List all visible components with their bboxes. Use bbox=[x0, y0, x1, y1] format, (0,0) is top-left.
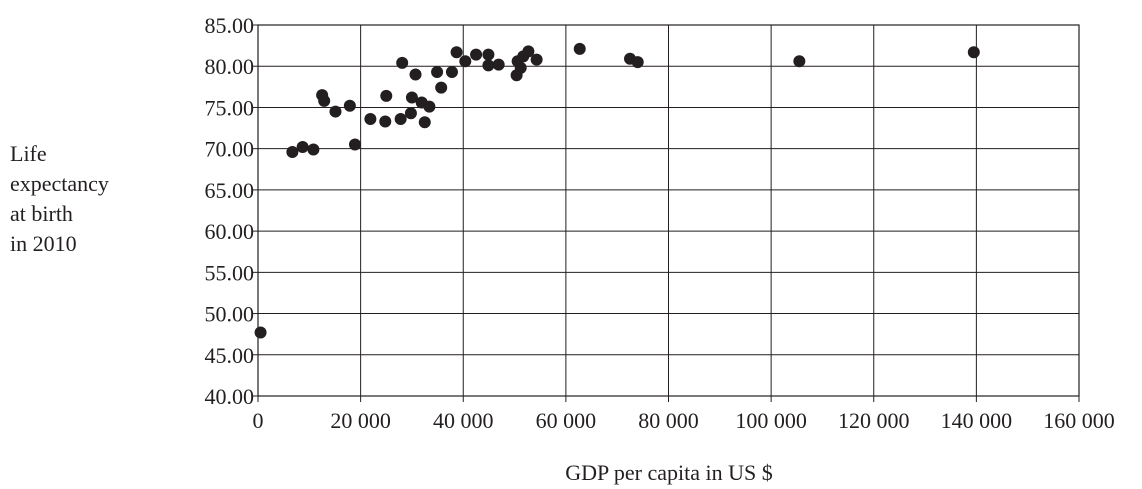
x-tick-label: 100 000 bbox=[735, 408, 807, 433]
y-axis-title-line: at birth bbox=[10, 201, 73, 226]
y-tick-label: 80.00 bbox=[205, 54, 255, 79]
y-tick-label: 50.00 bbox=[205, 302, 255, 327]
data-point bbox=[450, 46, 463, 59]
x-tick-label: 160 000 bbox=[1043, 408, 1115, 433]
data-point bbox=[423, 100, 436, 113]
data-point bbox=[343, 99, 356, 112]
data-point bbox=[431, 65, 444, 78]
y-axis-ticks: 40.00 45.00 50.00 55.00 60.00 65.00 70.00 75.00… bbox=[205, 13, 258, 409]
data-point bbox=[329, 105, 342, 118]
data-point bbox=[254, 326, 267, 339]
x-tick-label: 120 000 bbox=[838, 408, 910, 433]
data-point bbox=[459, 55, 472, 68]
data-point bbox=[379, 115, 392, 128]
y-tick-label: 85.00 bbox=[205, 13, 255, 38]
y-tick-label: 65.00 bbox=[205, 178, 255, 203]
y-tick-label: 70.00 bbox=[205, 137, 255, 162]
x-tick-label: 20 000 bbox=[330, 408, 391, 433]
y-tick-label: 40.00 bbox=[205, 384, 255, 409]
y-axis-title-line: expectancy bbox=[10, 171, 109, 196]
data-point bbox=[418, 116, 431, 129]
data-point bbox=[631, 56, 644, 69]
y-tick-label: 55.00 bbox=[205, 260, 255, 285]
grid bbox=[257, 24, 1080, 397]
data-point bbox=[445, 65, 458, 78]
data-point bbox=[967, 46, 980, 59]
data-point bbox=[394, 112, 407, 125]
x-axis-ticks: 0 20 000 40 000 60 000 80 000 100 000 120 000 1… bbox=[253, 396, 1115, 433]
x-tick-label: 140 000 bbox=[941, 408, 1013, 433]
data-point bbox=[514, 61, 527, 74]
data-point bbox=[573, 42, 586, 55]
data-point bbox=[348, 138, 361, 151]
y-axis-title-line: Life bbox=[10, 141, 47, 166]
y-tick-label: 75.00 bbox=[205, 95, 255, 120]
x-tick-label: 80 000 bbox=[638, 408, 699, 433]
data-point bbox=[492, 58, 505, 71]
x-tick-label: 60 000 bbox=[536, 408, 597, 433]
data-point bbox=[435, 81, 448, 94]
data-points bbox=[254, 42, 980, 339]
data-point bbox=[307, 143, 320, 156]
data-point bbox=[380, 89, 393, 102]
data-point bbox=[409, 68, 422, 81]
data-point bbox=[364, 112, 377, 125]
y-axis-title-line: in 2010 bbox=[10, 231, 77, 256]
y-axis-title: Life expectancy at birth in 2010 bbox=[10, 141, 109, 256]
data-point bbox=[286, 145, 299, 158]
data-point bbox=[296, 141, 309, 154]
x-tick-label: 0 bbox=[253, 408, 264, 433]
data-point bbox=[793, 55, 806, 68]
data-point bbox=[530, 53, 543, 66]
x-axis-title: GDP per capita in US $ bbox=[565, 460, 773, 485]
x-tick-label: 40 000 bbox=[433, 408, 494, 433]
y-tick-label: 60.00 bbox=[205, 219, 255, 244]
data-point bbox=[404, 107, 417, 120]
data-point bbox=[482, 59, 495, 72]
data-point bbox=[405, 91, 418, 104]
data-point bbox=[396, 56, 409, 69]
y-tick-label: 45.00 bbox=[205, 343, 255, 368]
data-point bbox=[470, 48, 483, 61]
data-point bbox=[522, 45, 535, 58]
data-point bbox=[318, 94, 331, 107]
data-point bbox=[482, 48, 495, 61]
